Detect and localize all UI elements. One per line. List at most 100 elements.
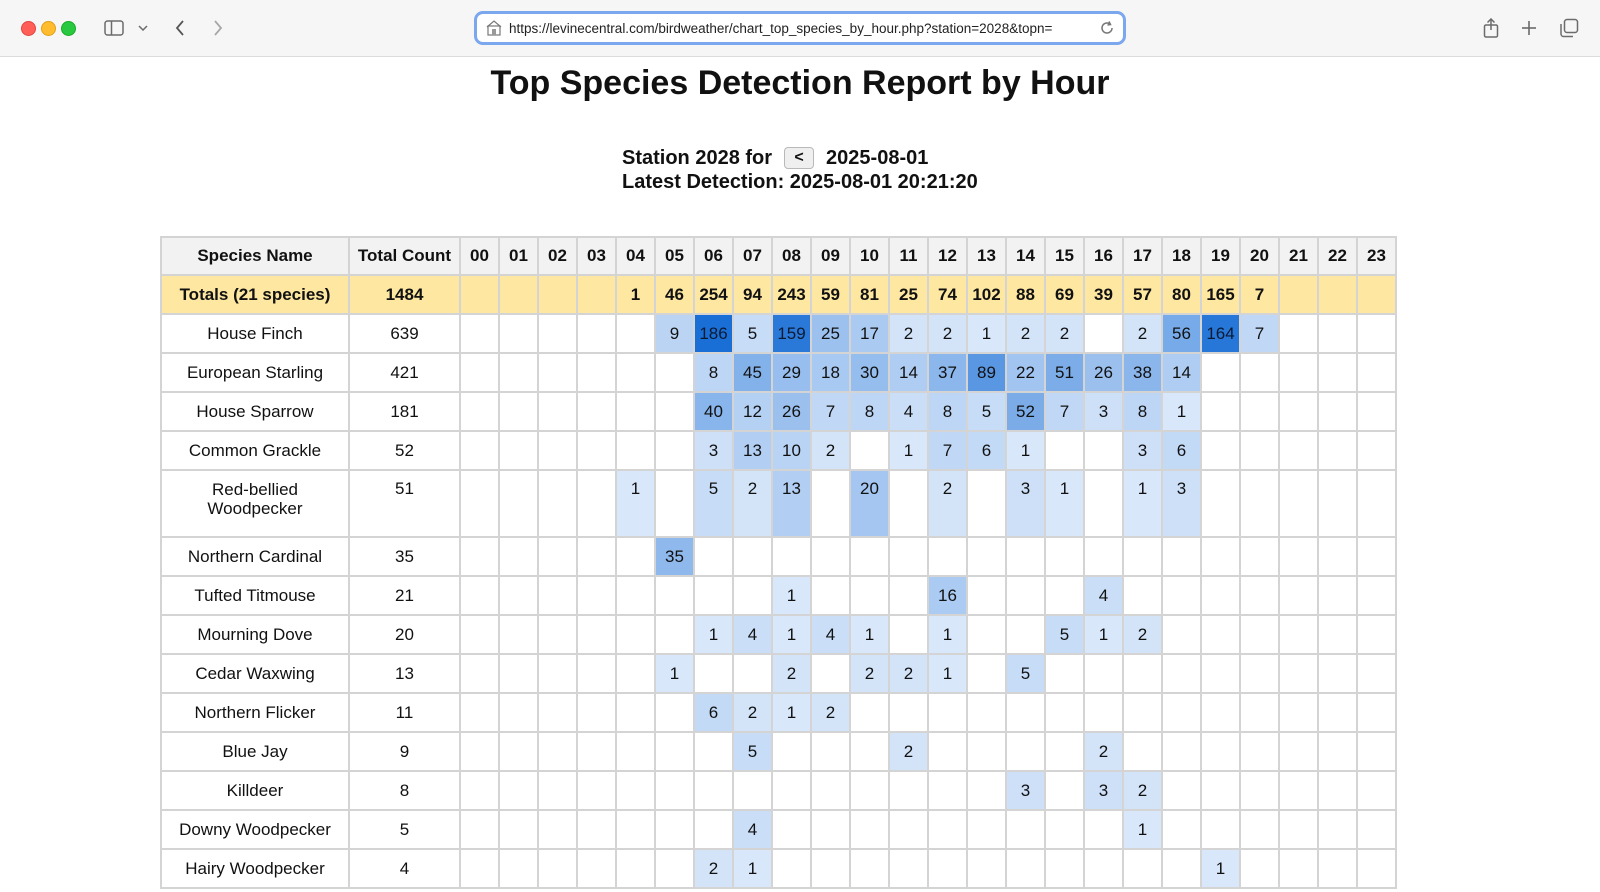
hour-count-cell — [1319, 811, 1356, 848]
hour-count-cell — [539, 538, 576, 575]
hour-count-cell: 4 — [1085, 577, 1122, 614]
hour-count-cell — [617, 811, 654, 848]
reload-icon[interactable] — [1099, 20, 1115, 41]
tab-overview-icon[interactable] — [1558, 14, 1580, 42]
hour-count-cell — [1202, 694, 1239, 731]
hour-count-cell — [500, 811, 537, 848]
address-bar[interactable]: https://levinecentral.com/birdweather/ch… — [474, 11, 1126, 45]
hour-count-cell — [1202, 471, 1239, 536]
totals-hour-cell: 1 — [617, 276, 654, 313]
hour-count-cell — [1124, 577, 1161, 614]
hour-count-cell: 16 — [929, 577, 966, 614]
totals-hour-cell — [1319, 276, 1356, 313]
hour-count-cell — [1241, 354, 1278, 391]
hour-count-cell — [773, 733, 810, 770]
hour-count-cell — [1358, 694, 1395, 731]
chevron-down-icon[interactable] — [136, 14, 150, 42]
hour-count-cell: 3 — [695, 432, 732, 469]
share-icon[interactable] — [1480, 14, 1502, 42]
hour-count-cell — [1124, 694, 1161, 731]
hour-count-cell — [461, 538, 498, 575]
table-row: Blue Jay 9 5 2 2 — [162, 733, 1395, 770]
hour-count-cell: 5 — [1046, 616, 1083, 653]
hour-count-cell: 3 — [1007, 471, 1044, 536]
species-name: House Sparrow — [162, 393, 348, 430]
hour-count-cell: 29 — [773, 354, 810, 391]
species-total: 4 — [350, 850, 459, 887]
hour-count-cell — [500, 850, 537, 887]
back-icon[interactable] — [170, 14, 190, 42]
hour-count-cell — [1085, 538, 1122, 575]
hour-count-cell — [656, 772, 693, 809]
table-row: Hairy Woodpecker 4 2 1 1 — [162, 850, 1395, 887]
hour-count-cell — [695, 811, 732, 848]
zoom-window-button[interactable] — [61, 21, 76, 36]
hour-count-cell — [461, 616, 498, 653]
close-window-button[interactable] — [21, 21, 36, 36]
table-row: Mourning Dove 20 1 4 1 4 1 1 5 1 2 — [162, 616, 1395, 653]
previous-day-button[interactable]: < — [784, 147, 815, 169]
new-tab-icon[interactable] — [1518, 14, 1540, 42]
hour-count-cell — [851, 850, 888, 887]
hour-count-cell — [578, 538, 615, 575]
species-name: Killdeer — [162, 772, 348, 809]
hour-count-cell: 1 — [968, 315, 1005, 352]
species-name: Hairy Woodpecker — [162, 850, 348, 887]
hour-count-cell — [1046, 811, 1083, 848]
hour-count-cell: 1 — [929, 616, 966, 653]
hour-count-cell — [1241, 471, 1278, 536]
minimize-window-button[interactable] — [41, 21, 56, 36]
hour-count-cell — [539, 315, 576, 352]
hour-count-cell — [1280, 655, 1317, 692]
hour-count-cell — [890, 772, 927, 809]
hour-count-cell — [1163, 850, 1200, 887]
hour-count-cell — [1202, 811, 1239, 848]
hour-count-cell — [1358, 538, 1395, 575]
hour-count-cell — [617, 655, 654, 692]
hour-count-cell: 2 — [1124, 772, 1161, 809]
browser-toolbar: https://levinecentral.com/birdweather/ch… — [0, 0, 1600, 57]
hour-count-cell — [1358, 471, 1395, 536]
totals-hour-cell — [500, 276, 537, 313]
hour-count-cell — [617, 733, 654, 770]
latest-detection: Latest Detection: 2025-08-01 20:21:20 — [622, 171, 978, 193]
sidebar-icon[interactable] — [103, 14, 125, 42]
hour-count-cell — [1202, 538, 1239, 575]
hour-count-cell — [461, 772, 498, 809]
totals-hour-cell — [1280, 276, 1317, 313]
table-row: Northern Cardinal 35 35 — [162, 538, 1395, 575]
hour-count-cell — [539, 471, 576, 536]
species-name: Tufted Titmouse — [162, 577, 348, 614]
hour-count-cell — [968, 694, 1005, 731]
hour-count-cell — [578, 655, 615, 692]
hour-count-cell: 5 — [695, 471, 732, 536]
hour-count-cell — [539, 850, 576, 887]
hour-count-cell — [500, 471, 537, 536]
hour-count-cell: 9 — [656, 315, 693, 352]
station-info: Station 2028 for < 2025-08-01 Latest Det… — [622, 146, 978, 194]
species-total: 35 — [350, 538, 459, 575]
hour-count-cell: 2 — [734, 471, 771, 536]
hour-count-cell — [656, 694, 693, 731]
hour-count-cell — [617, 315, 654, 352]
hour-count-cell — [617, 577, 654, 614]
hour-count-cell — [1358, 432, 1395, 469]
hour-count-cell — [1319, 577, 1356, 614]
hour-count-cell: 1 — [1202, 850, 1239, 887]
hour-count-cell — [1358, 655, 1395, 692]
report-date: 2025-08-01 — [826, 147, 929, 169]
table-header-row: Species Name Total Count 00 01 02 03 04 05 06 07 0… — [162, 238, 1395, 274]
site-icon — [485, 19, 503, 37]
hour-count-cell — [656, 432, 693, 469]
hour-count-cell — [1046, 850, 1083, 887]
species-total: 20 — [350, 616, 459, 653]
hour-count-cell — [461, 694, 498, 731]
species-total: 51 — [350, 471, 459, 536]
hour-count-cell — [1358, 772, 1395, 809]
totals-hour-cell: 69 — [1046, 276, 1083, 313]
hour-count-cell — [851, 733, 888, 770]
hour-count-cell — [1280, 772, 1317, 809]
forward-icon[interactable] — [208, 14, 228, 42]
hour-count-cell: 13 — [773, 471, 810, 536]
hour-count-cell — [968, 577, 1005, 614]
